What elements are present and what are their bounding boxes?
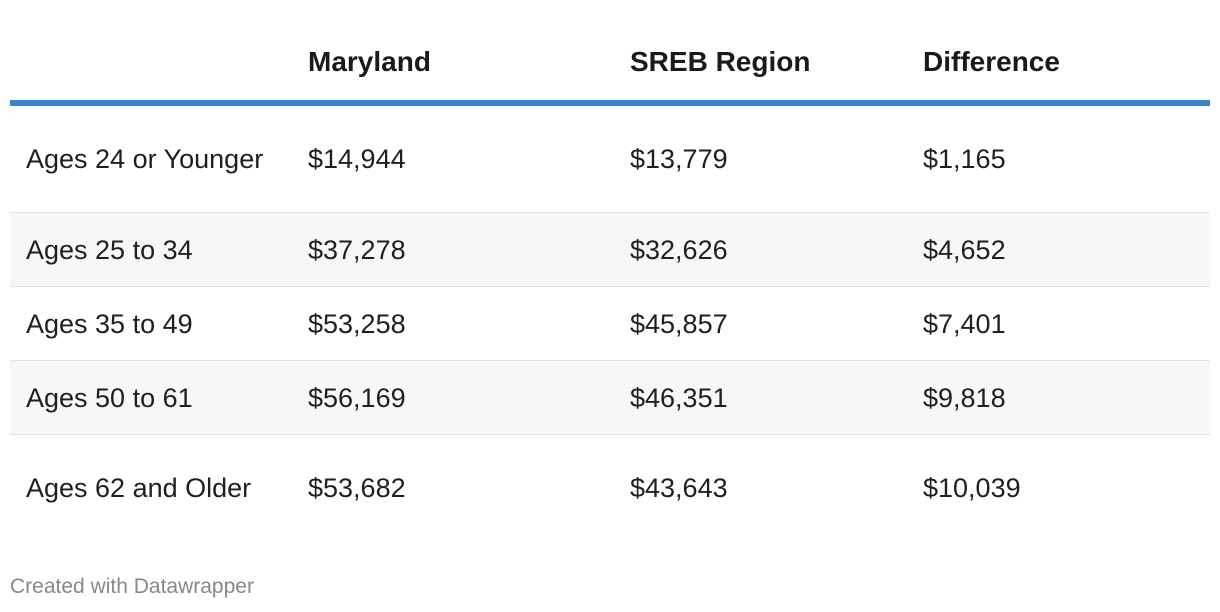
data-table-container: Maryland SREB Region Difference Ages 24 … bbox=[10, 24, 1210, 541]
cell-maryland: $53,258 bbox=[292, 286, 614, 361]
row-label: Ages 25 to 34 bbox=[10, 212, 292, 287]
cell-difference: $7,401 bbox=[907, 286, 1210, 361]
table-row: Ages 25 to 34 $37,278 $32,626 $4,652 bbox=[10, 212, 1210, 287]
table-row: Ages 35 to 49 $53,258 $45,857 $7,401 bbox=[10, 286, 1210, 361]
table-row: Ages 50 to 61 $56,169 $46,351 $9,818 bbox=[10, 360, 1210, 435]
header-row: Maryland SREB Region Difference bbox=[10, 24, 1210, 106]
cell-sreb-region: $13,779 bbox=[614, 103, 907, 213]
header-cell-maryland: Maryland bbox=[292, 24, 614, 106]
header-cell-difference: Difference bbox=[907, 24, 1210, 106]
row-label: Ages 35 to 49 bbox=[10, 286, 292, 361]
cell-difference: $9,818 bbox=[907, 360, 1210, 435]
header-cell-sreb-region: SREB Region bbox=[614, 24, 907, 106]
cell-difference: $4,652 bbox=[907, 212, 1210, 287]
cell-sreb-region: $45,857 bbox=[614, 286, 907, 361]
header-cell-label bbox=[10, 24, 292, 106]
data-table: Maryland SREB Region Difference Ages 24 … bbox=[10, 24, 1210, 541]
table-header: Maryland SREB Region Difference bbox=[10, 24, 1210, 106]
row-label: Ages 50 to 61 bbox=[10, 360, 292, 435]
table-row: Ages 24 or Younger $14,944 $13,779 $1,16… bbox=[10, 103, 1210, 213]
cell-maryland: $56,169 bbox=[292, 360, 614, 435]
cell-sreb-region: $43,643 bbox=[630, 473, 728, 503]
cell-difference: $10,039 bbox=[923, 473, 1021, 503]
datawrapper-credit[interactable]: Created with Datawrapper bbox=[10, 575, 254, 598]
cell-sreb-region: $46,351 bbox=[614, 360, 907, 435]
cell-maryland: $53,682 bbox=[308, 473, 406, 503]
table-body: Ages 24 or Younger $14,944 $13,779 $1,16… bbox=[10, 103, 1210, 541]
row-label: Ages 24 or Younger bbox=[10, 103, 292, 213]
cell-maryland: $14,944 bbox=[292, 103, 614, 213]
cell-sreb-region: $32,626 bbox=[614, 212, 907, 287]
cell-difference: $1,165 bbox=[907, 103, 1210, 213]
table-row: Ages 62 and Older $53,682 $43,643 $10,03… bbox=[10, 435, 1210, 542]
cell-maryland: $37,278 bbox=[292, 212, 614, 287]
row-label: Ages 62 and Older bbox=[26, 473, 252, 503]
